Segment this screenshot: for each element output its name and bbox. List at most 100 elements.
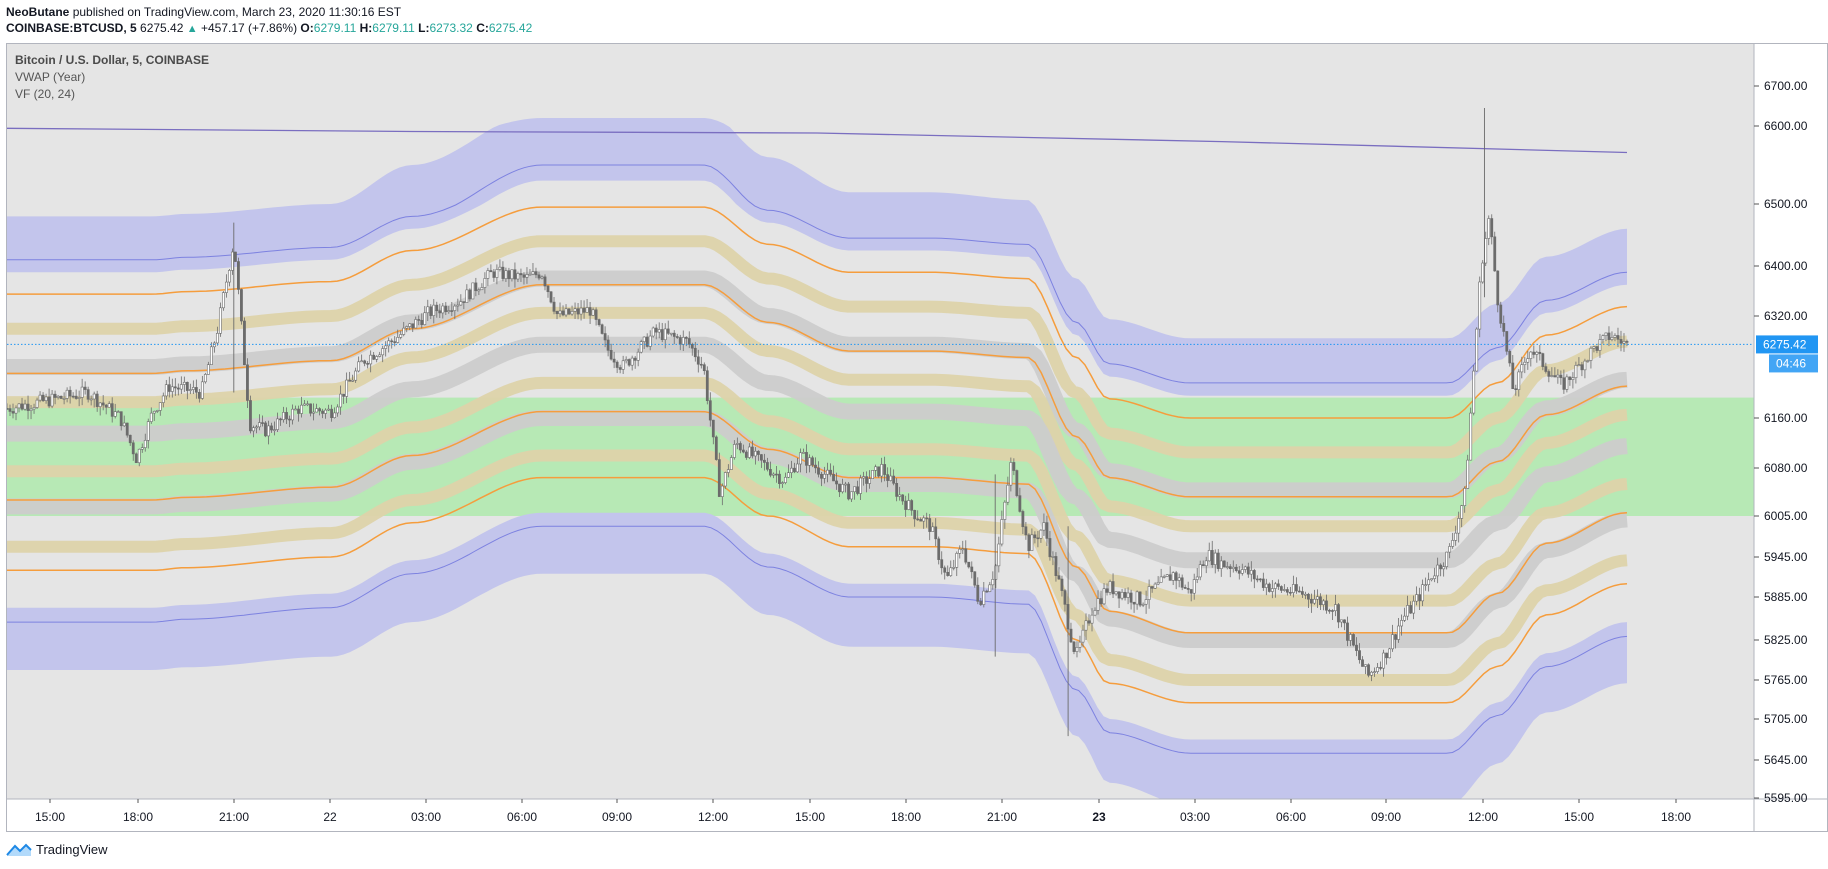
candle[interactable] (645, 333, 649, 348)
candle[interactable] (799, 448, 802, 473)
candle[interactable] (763, 453, 766, 471)
candle[interactable] (1400, 614, 1403, 636)
candle[interactable] (525, 267, 529, 284)
candle[interactable] (240, 288, 243, 325)
candle[interactable] (507, 267, 511, 287)
candle[interactable] (1388, 647, 1391, 659)
candle[interactable] (429, 304, 433, 320)
candle[interactable] (823, 466, 826, 484)
candle[interactable] (264, 421, 267, 438)
candle[interactable] (582, 300, 586, 319)
candle[interactable] (1475, 327, 1479, 372)
candle[interactable] (1273, 581, 1277, 598)
candle[interactable] (1487, 215, 1491, 246)
candle[interactable] (53, 390, 57, 405)
candle[interactable] (654, 324, 658, 340)
candle[interactable] (726, 464, 730, 478)
candle[interactable] (1481, 260, 1485, 284)
candle[interactable] (107, 401, 111, 408)
candle[interactable] (723, 471, 727, 489)
candle[interactable] (1009, 457, 1013, 492)
candle[interactable] (1382, 649, 1385, 677)
candle[interactable] (943, 565, 947, 580)
candle[interactable] (1568, 376, 1572, 386)
candle[interactable] (504, 267, 508, 283)
candle[interactable] (438, 303, 442, 318)
candle[interactable] (1385, 652, 1388, 665)
candle[interactable] (579, 300, 583, 321)
candle[interactable] (1403, 607, 1406, 622)
candle[interactable] (564, 304, 568, 318)
candle[interactable] (946, 565, 950, 577)
candle[interactable] (1105, 583, 1109, 596)
candle[interactable] (95, 390, 99, 412)
candle[interactable] (669, 332, 673, 337)
candle[interactable] (122, 415, 126, 428)
candle[interactable] (817, 461, 820, 478)
candle[interactable] (200, 375, 204, 400)
candle[interactable] (859, 474, 862, 500)
candle[interactable] (657, 322, 661, 339)
candle[interactable] (1337, 603, 1340, 629)
candle[interactable] (1192, 573, 1196, 600)
candle[interactable] (1586, 359, 1590, 363)
candle[interactable] (282, 406, 285, 423)
candle[interactable] (1598, 333, 1602, 358)
candle[interactable] (741, 444, 745, 454)
candle[interactable] (1310, 593, 1313, 613)
candle[interactable] (456, 298, 460, 312)
candle[interactable] (1511, 355, 1515, 390)
candle[interactable] (1243, 565, 1247, 573)
candle[interactable] (267, 420, 270, 445)
candle[interactable] (618, 364, 622, 374)
candle[interactable] (38, 391, 42, 403)
candle[interactable] (495, 264, 499, 285)
candle[interactable] (294, 405, 297, 411)
candle[interactable] (1036, 531, 1040, 548)
candle[interactable] (453, 303, 457, 319)
candle[interactable] (958, 545, 962, 559)
candle[interactable] (841, 478, 844, 494)
candle[interactable] (651, 326, 655, 338)
candle[interactable] (850, 491, 853, 503)
candle[interactable] (71, 392, 75, 399)
candle[interactable] (408, 323, 412, 331)
candle[interactable] (143, 433, 147, 452)
candle[interactable] (1264, 578, 1268, 596)
candle[interactable] (750, 440, 754, 459)
candle[interactable] (970, 561, 974, 579)
candle[interactable] (829, 463, 832, 477)
candle[interactable] (549, 291, 553, 304)
legend-vf[interactable]: VF (20, 24) (15, 87, 76, 101)
candle[interactable] (1355, 637, 1358, 657)
candle[interactable] (152, 410, 156, 421)
candle[interactable] (988, 581, 992, 593)
candle[interactable] (666, 320, 670, 336)
candle[interactable] (462, 301, 466, 310)
candle[interactable] (387, 337, 391, 353)
candle[interactable] (1285, 587, 1289, 596)
candle[interactable] (570, 305, 574, 316)
candle[interactable] (8, 404, 12, 416)
candle[interactable] (769, 461, 772, 478)
candle[interactable] (182, 376, 186, 392)
candle[interactable] (766, 457, 769, 472)
candle[interactable] (206, 361, 210, 375)
candle[interactable] (59, 395, 63, 399)
candle[interactable] (390, 338, 394, 349)
candle[interactable] (1520, 356, 1524, 379)
candle[interactable] (1147, 579, 1151, 609)
candle[interactable] (997, 536, 1001, 573)
candle[interactable] (1508, 349, 1512, 367)
candle[interactable] (92, 391, 96, 408)
candle[interactable] (1451, 532, 1455, 549)
candle[interactable] (1234, 564, 1238, 573)
candle[interactable] (483, 272, 487, 294)
candle[interactable] (1219, 556, 1223, 577)
candle[interactable] (47, 388, 51, 409)
candle[interactable] (74, 389, 78, 400)
candle[interactable] (77, 390, 81, 407)
candle[interactable] (1397, 618, 1400, 643)
candle[interactable] (702, 362, 706, 375)
candle[interactable] (973, 571, 977, 588)
